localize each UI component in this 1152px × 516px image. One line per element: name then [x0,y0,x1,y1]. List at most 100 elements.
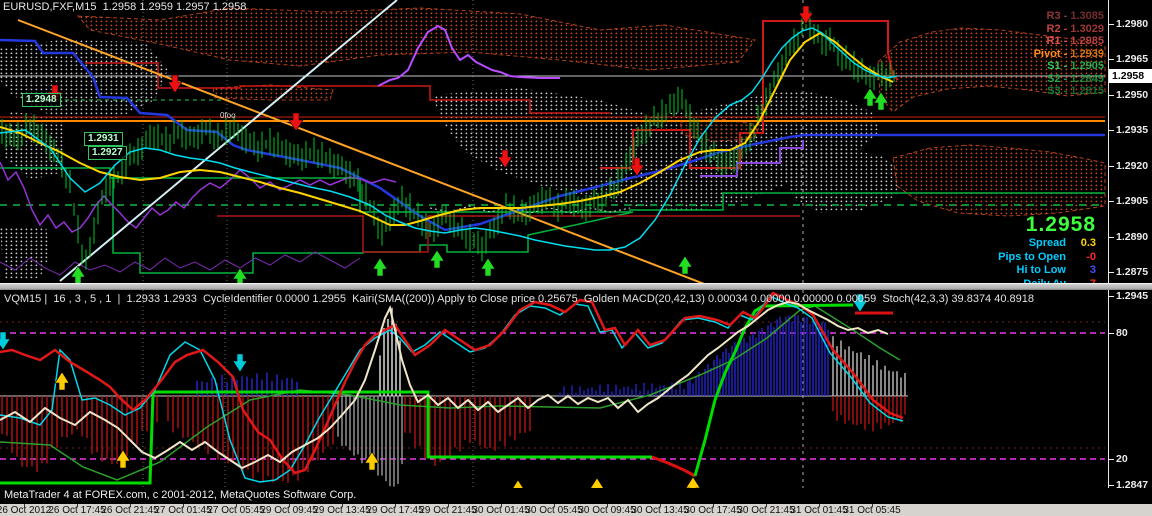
time-axis-label: 31 Oct 05:45 [843,505,901,516]
chart-object-label: 0foo [220,111,236,120]
down-arrow [798,5,814,25]
scale-tick [1109,296,1114,297]
price-scale-label: 1.2905 [1116,195,1149,207]
scale-tick [1109,237,1114,238]
time-axis-label: 26 Oct 21:45 [101,505,159,516]
scale-tick [1109,272,1114,273]
kumo-cloud [0,40,168,122]
price-scale-label: 1.2935 [1116,124,1149,136]
status-bar-text: MetaTrader 4 at FOREX.com, c 2001-2012, … [4,489,357,501]
scale-tick [1109,201,1114,202]
price-scale-label: 1.2950 [1116,89,1149,101]
up-arrow [590,477,604,488]
price-scale-label: 1.2920 [1116,160,1149,172]
time-axis-label: 27 Oct 05:45 [207,505,265,516]
down-arrow [0,331,11,351]
info-row: Pips to Open -0 [998,250,1096,263]
time-tick [660,504,661,507]
price-scale-label: 1.2980 [1116,18,1149,30]
indicator-header: VQM15 | 16 , 3 , 5 , 1 | 1.2933 1.2933 C… [4,293,1034,305]
up-arrow [364,451,380,471]
pivot-row-r2: R2 - 1.3029 [1046,22,1105,35]
time-tick [342,504,343,507]
scale-tick [1109,24,1114,25]
time-axis-label: 26 Oct 2012 [0,505,52,516]
time-axis-label: 29 Oct 09:45 [260,505,318,516]
up-arrow [480,257,496,277]
time-tick [448,504,449,507]
time-axis-label: 27 Oct 01:45 [154,505,212,516]
kumo-cloud [4,112,64,180]
price-scale-label: 1.2875 [1116,266,1149,278]
time-axis-label: 30 Oct 01:45 [472,505,530,516]
time-axis-label: 31 Oct 01:45 [790,505,848,516]
time-axis-label: 29 Oct 17:45 [366,505,424,516]
time-axis-label: 30 Oct 05:45 [525,505,583,516]
price-alert-tag[interactable]: 1.2927 [88,146,127,160]
up-arrow [873,91,889,111]
scale-tick [1109,333,1114,334]
time-tick [236,504,237,507]
up-arrow [429,249,445,269]
kumo-cloud [877,27,1106,113]
market-info-panel: 1.2958 Spread 0.3 Pips to Open -0 Hi to Low 3… [946,213,1096,283]
price-scale-label: 80 [1116,327,1128,339]
time-tick [395,504,396,507]
price-scale-label: 1.2890 [1116,231,1149,243]
up-arrow [54,371,70,391]
scale-tick [1109,59,1114,60]
pivot-row-r3: R3 - 1.3085 [1046,10,1105,22]
down-arrow [629,157,645,177]
scale-tick [1109,130,1114,131]
current-price-box: 1.2958 [1109,69,1152,83]
kumo-cloud [76,7,756,71]
time-tick [24,504,25,507]
kumo-cloud [0,226,50,280]
up-arrow [232,267,248,283]
up-arrow [677,255,693,275]
price-scale-label: 20 [1116,453,1128,465]
up-arrow [115,449,131,469]
price-alert-tag[interactable]: 1.2931 [84,132,123,146]
time-axis[interactable]: 26 Oct 2012 26 Oct 17:45 26 Oct 21:45 27 Oc… [0,504,1152,516]
time-tick [607,504,608,507]
price-alert-tag[interactable]: 1.2948 [22,93,61,107]
indicator-subwindow[interactable]: VQM15 | 16 , 3 , 5 , 1 | 1.2933 1.2933 C… [0,290,1108,488]
scale-tick [1109,95,1114,96]
current-price-readout: 1.2958 [1025,213,1096,236]
price-scale-label: 1.2965 [1116,53,1149,65]
time-tick [289,504,290,507]
pivot-row-s2: S2 - 1.2849 [1047,72,1104,85]
indicator-canvas[interactable] [0,290,1108,488]
info-row: Spread 0.3 [1028,237,1096,249]
kumo-cloud [212,84,334,101]
price-scale[interactable]: 1.2980 1.2965 1.2950 1.2935 1.2920 1.2905 1.28… [1108,0,1152,504]
kumo-cloud [432,88,880,212]
status-bar: MetaTrader 4 at FOREX.com, c 2001-2012, … [0,488,1152,504]
main-chart-canvas[interactable] [0,0,1108,283]
up-arrow [685,476,701,488]
main-chart[interactable]: EURUSD,FXF,M15 1.2958 1.2959 1.2957 1.29… [0,0,1108,283]
pivot-row-s1: S1 - 1.2905 [1047,60,1104,72]
down-arrow [497,149,513,169]
scale-tick [1109,485,1114,486]
time-tick [77,504,78,507]
pivot-level-list: R3 - 1.3085 R2 - 1.3029 R1 - 1.2985 Pivot -… [1034,10,1104,98]
time-axis-label: 30 Oct 17:45 [684,505,742,516]
time-axis-label: 29 Oct 13:45 [313,505,371,516]
kumo-cloud [783,148,902,213]
time-tick [872,504,873,507]
scale-tick [1109,166,1114,167]
time-axis-label: 26 Oct 17:45 [48,505,106,516]
time-tick [183,504,184,507]
chart-title: EURUSD,FXF,M15 1.2958 1.2959 1.2957 1.29… [3,1,247,13]
time-tick [130,504,131,507]
time-axis-label: 30 Oct 21:45 [737,505,795,516]
time-axis-label: 30 Oct 09:45 [578,505,636,516]
pivot-row-r1: R1 - 1.2985 [1046,35,1105,47]
window-splitter[interactable] [0,283,1152,290]
down-arrow [167,74,183,94]
time-axis-label: 30 Oct 13:45 [631,505,689,516]
info-row: Daily Av7 [946,278,1096,284]
